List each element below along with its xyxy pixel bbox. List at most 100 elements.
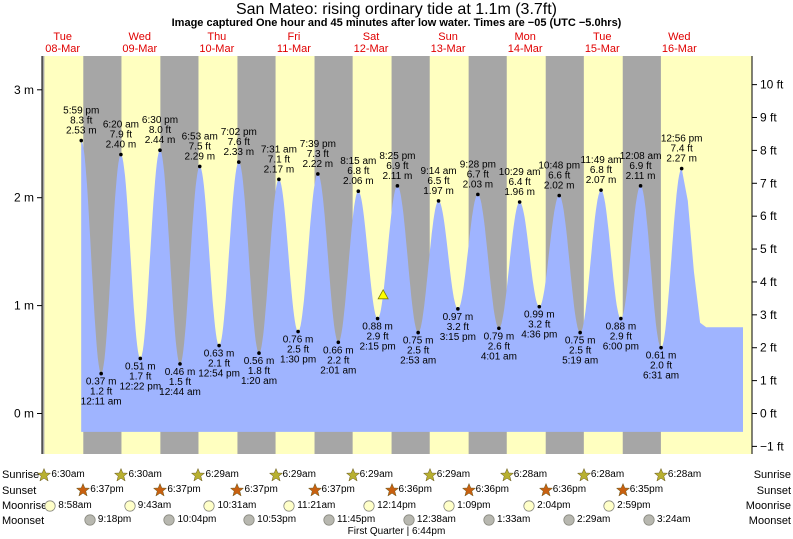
high-tide-label: 6:53 am [182,131,218,142]
high-tide-label: 7.6 ft [228,137,250,148]
tide-extreme-point [138,356,143,361]
high-tide-label: 2.11 m [382,171,412,182]
right-tick-label: 6 ft [760,209,777,223]
tide-extreme-point [436,199,441,203]
tide-extreme-point [456,307,460,311]
high-tide-label: 2.29 m [184,151,215,162]
high-tide-label: 2.22 m [303,159,334,170]
tide-extreme-point [395,184,400,188]
high-tide-label: 9:28 pm [460,159,496,170]
tide-extreme-point [236,160,241,164]
right-tick-label: 1 ft [760,374,777,388]
low-tide-label: 1:30 pm [280,354,316,365]
low-tide-label: 0.76 m [283,334,314,345]
day-of-week-label: Tue [593,31,612,43]
high-tide-label: 2.03 m [463,179,494,190]
low-tide-label: 3.2 ft [528,320,550,331]
low-tide-label: 0.66 m [323,345,354,356]
low-tide-label: 2:53 am [400,356,436,367]
low-tide-label: 1.8 ft [248,366,270,377]
high-tide-label: 7.3 ft [307,149,329,160]
high-tide-label: 2.44 m [145,135,176,146]
day-of-week-label: Sun [438,31,458,43]
high-tide-label: 6.6 ft [548,171,570,182]
low-tide-label: 2:01 am [320,365,356,376]
tide-extreme-point [316,172,320,176]
tide-extreme-point [375,316,380,321]
low-tide-label: 0.75 m [403,336,434,347]
high-tide-label: 8.0 ft [149,125,171,136]
tide-extreme-point [158,148,162,153]
tide-extreme-point [197,164,202,169]
right-tick-label: 5 ft [760,242,777,256]
tide-extreme-point [517,200,522,204]
high-tide-label: 8:25 pm [379,151,415,162]
low-tide-label: 2.9 ft [366,332,388,343]
high-tide-label: 11:49 am [581,155,622,166]
date-label: 12-Mar [354,43,389,55]
left-tick-label: 3 m [14,83,34,97]
low-tide-label: 12:22 pm [119,381,161,392]
tide-extreme-point [476,192,480,197]
left-tick-label: 1 m [14,299,34,313]
high-tide-label: 6:30 pm [142,115,178,126]
high-tide-label: 12:08 am [620,151,662,162]
high-tide-label: 12:56 pm [661,134,703,145]
low-tide-label: 2:15 pm [360,342,396,353]
high-tide-label: 2.40 m [106,140,137,151]
high-tide-label: 7.5 ft [189,141,211,152]
high-tide-label: 1.96 m [504,187,535,198]
date-label: 16-Mar [662,43,697,55]
tide-extreme-point [277,177,281,182]
low-tide-label: 2.5 ft [407,346,429,357]
high-tide-label: 1.97 m [423,186,454,197]
low-tide-label: 6:31 am [643,371,679,382]
right-tick-label: 3 ft [760,308,777,322]
day-of-week-label: Thu [207,31,226,43]
date-label: 13-Mar [431,43,466,55]
right-tick-label: 9 ft [760,111,777,125]
daylight-band [44,56,84,454]
low-tide-label: 2.0 ft [650,361,672,372]
right-tick-label: 0 ft [760,407,777,421]
low-tide-label: 3.2 ft [447,322,469,333]
tide-extreme-point [257,351,261,355]
low-tide-label: 0.51 m [125,361,156,372]
day-of-week-label: Wed [668,31,690,43]
current-tide-marker [377,288,389,300]
high-tide-label: 7.1 ft [268,154,290,165]
low-tide-label: 0.97 m [443,312,474,323]
low-tide-label: 1:20 am [241,376,277,387]
tide-extreme-point [296,329,300,334]
tide-extreme-point [578,330,582,335]
low-tide-label: 12:44 am [159,387,201,398]
tide-extreme-point [619,316,623,321]
low-tide-label: 0.79 m [484,331,515,342]
high-tide-label: 6.4 ft [509,177,531,188]
high-tide-label: 2.17 m [264,164,295,175]
day-of-week-label: Tue [53,31,72,43]
day-labels: Tue08-MarWed09-MarThu10-MarFri11-MarSat1… [45,31,697,55]
high-tide-label: 6.9 ft [386,161,408,172]
right-tick-label: 4 ft [760,275,777,289]
tide-extreme-point [599,188,603,192]
date-label: 08-Mar [45,43,80,55]
tide-extreme-point [416,330,420,335]
left-tick-label: 0 m [14,407,34,421]
high-tide-label: 5:59 pm [63,106,99,117]
tide-extreme-point [217,343,221,348]
low-tide-label: 0.56 m [244,356,275,367]
tide-extreme-point [119,152,123,157]
tide-extreme-point [638,184,643,188]
tide-extreme-point [659,345,663,350]
right-tick-label: 7 ft [760,176,777,190]
low-tide-label: 12:54 pm [198,369,240,380]
low-tide-label: 1.2 ft [90,387,112,398]
low-tide-label: 0.37 m [86,377,117,388]
low-tide-label: 0.88 m [362,322,393,333]
high-tide-label: 9:14 am [420,166,456,177]
tide-extreme-point [679,166,684,171]
low-tide-label: 1.7 ft [129,371,151,382]
